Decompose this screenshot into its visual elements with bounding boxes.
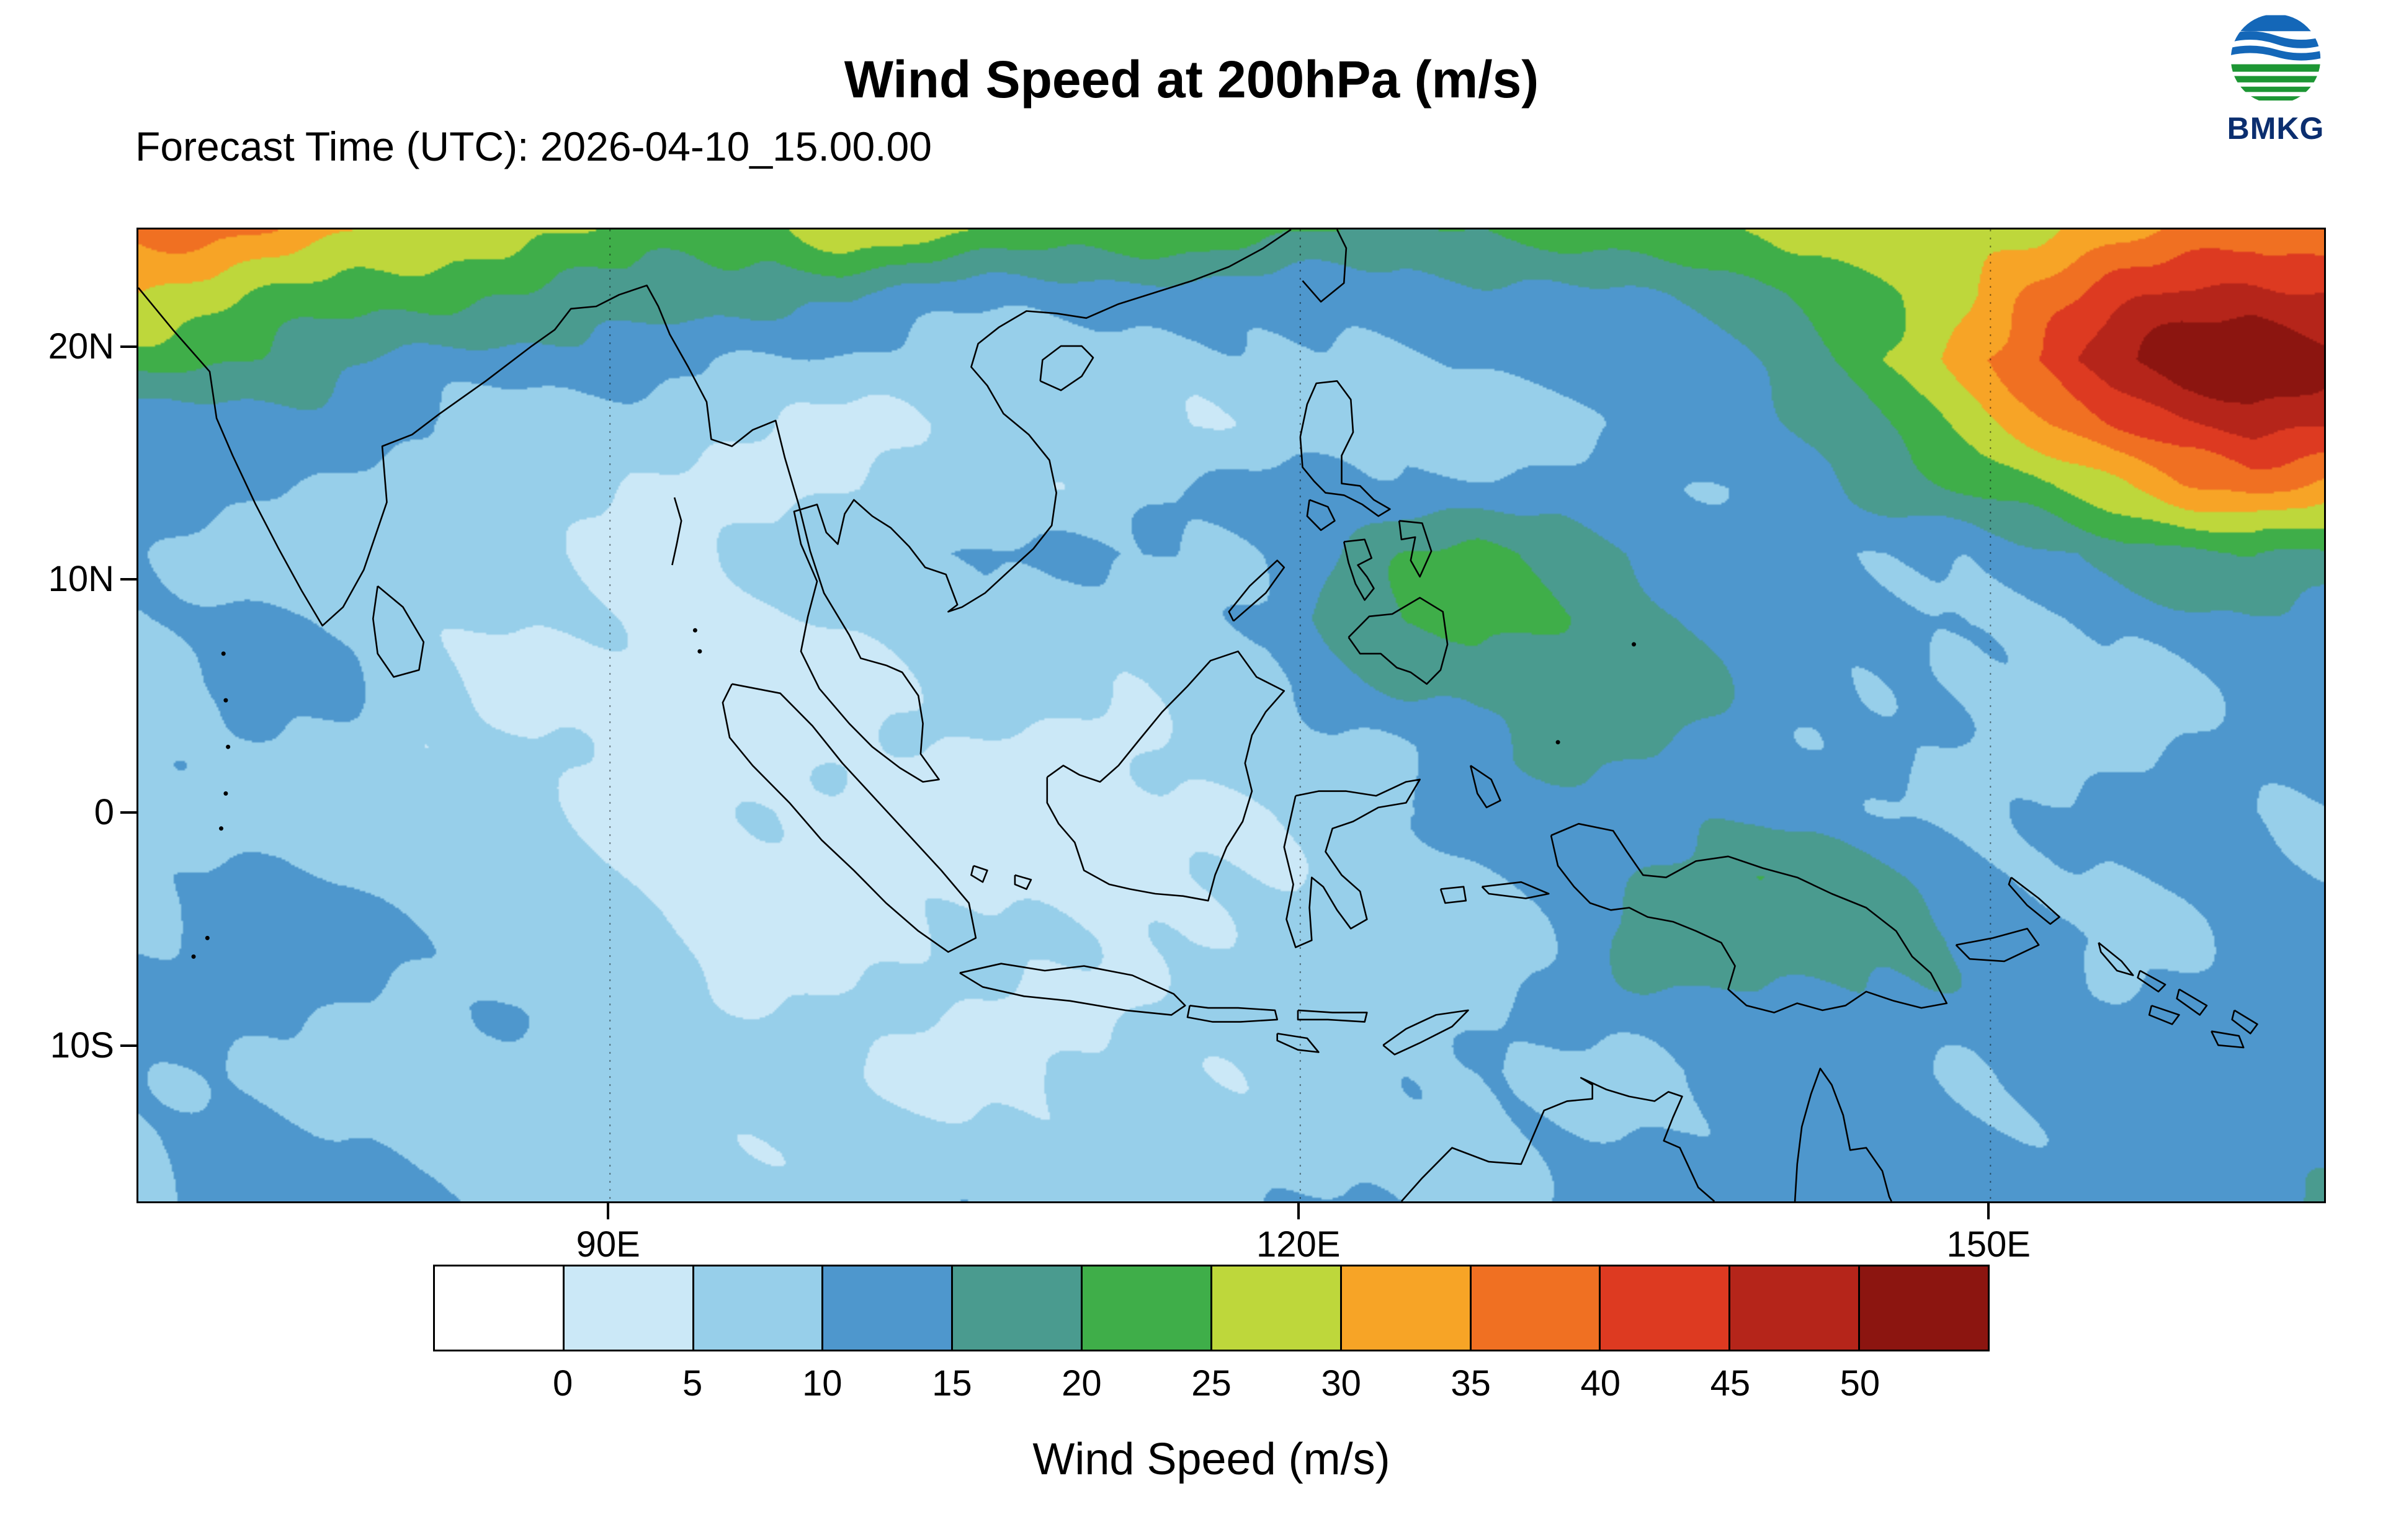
colorbar-cell-1 (562, 1266, 692, 1350)
coastline (2008, 876, 2060, 925)
coastline (1382, 1009, 1469, 1056)
colorbar-cell-9 (1599, 1266, 1729, 1350)
coastline (959, 963, 1186, 1016)
coastline (1550, 822, 1948, 1013)
coastline (1343, 538, 1375, 601)
coastline (1400, 1077, 1715, 1201)
island-dot (226, 744, 231, 749)
coastline (671, 497, 682, 566)
coastline (1228, 559, 1285, 622)
bmkg-globe-icon (2230, 15, 2321, 101)
colorbar-tick-label: 10 (802, 1363, 843, 1404)
coastline (1469, 765, 1501, 809)
colorbar-tick-label: 25 (1191, 1363, 1232, 1404)
colorbar-cell-4 (951, 1266, 1081, 1350)
bmkg-logo: BMKG (2204, 10, 2347, 146)
coastline (1306, 499, 1336, 532)
colorbar-cell-5 (1081, 1266, 1210, 1350)
coastline (2211, 1030, 2245, 1049)
colorbar-cell-6 (1210, 1266, 1340, 1350)
colorbar-tick-label: 30 (1321, 1363, 1361, 1404)
colorbar-cell-0 (435, 1266, 563, 1350)
island-dot (223, 698, 228, 703)
y-axis-tick-label: 20N (48, 326, 114, 367)
coastline (1398, 520, 1433, 578)
y-axis-tick (120, 345, 136, 348)
coastline (970, 865, 988, 883)
colorbar-tick-label: 0 (552, 1363, 573, 1404)
forecast-time-label: Forecast Time (UTC): 2026-04-10_15.00.00 (135, 123, 932, 169)
coastline (1481, 881, 1550, 899)
colorbar-cell-10 (1728, 1266, 1859, 1350)
coastline (2231, 1009, 2258, 1035)
colorbar-tick-label: 20 (1062, 1363, 1102, 1404)
colorbar-cell-11 (1858, 1266, 1988, 1350)
coastline (2137, 969, 2166, 993)
y-axis-tick (120, 1044, 136, 1047)
island-dot (692, 628, 697, 633)
colorbar-tick-label: 15 (932, 1363, 972, 1404)
bmkg-logo-text: BMKG (2227, 111, 2325, 146)
coastline (2148, 1005, 2180, 1025)
colorbar-cell-3 (821, 1266, 952, 1350)
coastline-overlay (138, 229, 2258, 1201)
coastline (1046, 650, 1285, 902)
x-axis-tick (1297, 1203, 1300, 1219)
y-axis-tick-label: 10S (50, 1025, 114, 1066)
colorbar (433, 1265, 1990, 1351)
page-title: Wind Speed at 200hPa (m/s) (844, 50, 1539, 109)
coastline (1439, 886, 1467, 904)
y-axis-tick-label: 10N (48, 559, 114, 600)
island-dot (1555, 740, 1560, 745)
island-dot (223, 791, 228, 796)
coastline (138, 229, 1292, 783)
coastline (1297, 1009, 1368, 1023)
island-dot (219, 826, 223, 831)
island-dot (191, 954, 196, 959)
colorbar-tick-label: 5 (682, 1363, 703, 1404)
coastline (1348, 597, 1449, 685)
coastline (2176, 988, 2208, 1016)
x-axis-tick (1987, 1203, 1990, 1219)
island-dot (1632, 642, 1636, 647)
colorbar-tick-label: 40 (1580, 1363, 1621, 1404)
colorbar-tick-label: 50 (1840, 1363, 1880, 1404)
y-axis-tick (120, 811, 136, 814)
island-dot (697, 649, 702, 654)
island-dot (205, 935, 210, 940)
coastline (1302, 229, 1348, 303)
colorbar-cell-7 (1339, 1266, 1470, 1350)
coastline (1186, 1005, 1278, 1023)
colorbar-cell-2 (692, 1266, 822, 1350)
x-axis-tick-label: 90E (576, 1224, 640, 1265)
coastline (1955, 928, 2040, 963)
y-axis-tick (120, 578, 136, 581)
wind-speed-field-canvas (138, 229, 2324, 1201)
coastline (372, 585, 425, 678)
colorbar-tick-label: 45 (1710, 1363, 1751, 1404)
coastline (1276, 1033, 1320, 1053)
coastline (1039, 345, 1094, 391)
coastline (1283, 778, 1421, 948)
x-axis-tick (607, 1203, 610, 1219)
coastline (1014, 874, 1032, 890)
x-axis-tick-label: 150E (1946, 1224, 2031, 1265)
y-axis-tick-label: 0 (94, 792, 114, 833)
map-plot-area (136, 228, 2326, 1203)
colorbar-tick-label: 35 (1451, 1363, 1491, 1404)
coastline (1299, 380, 1391, 517)
colorbar-title: Wind Speed (m/s) (1032, 1435, 1390, 1484)
coastline (1794, 1067, 1892, 1201)
island-dot (221, 651, 226, 656)
x-axis-tick-label: 120E (1256, 1224, 1341, 1265)
colorbar-cell-8 (1469, 1266, 1599, 1350)
coastline (2098, 941, 2134, 976)
coastline (722, 683, 977, 953)
